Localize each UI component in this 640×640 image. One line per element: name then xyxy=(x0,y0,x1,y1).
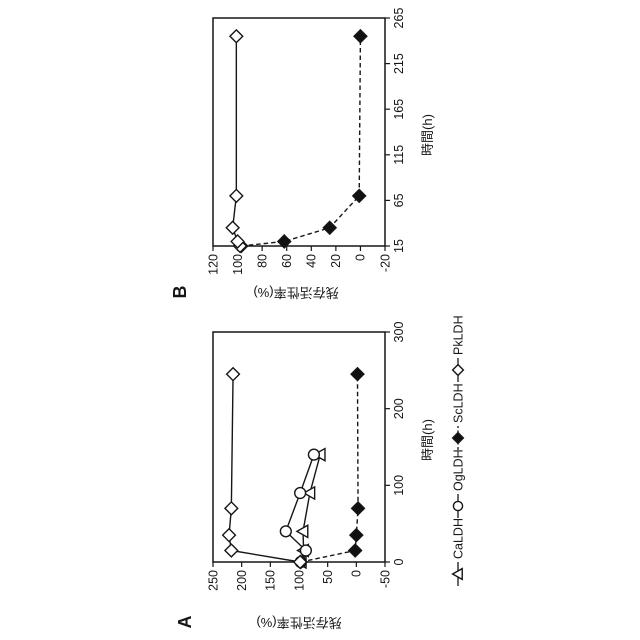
series-ScLDH-marker xyxy=(347,543,363,558)
x-tick-label: 100 xyxy=(392,475,406,496)
series-ScLDH-line xyxy=(241,36,362,247)
x-tick-label: 265 xyxy=(392,8,406,29)
panel-a-yaxis-title: 残存活性率(%) xyxy=(256,615,341,630)
y-tick-label: 60 xyxy=(280,254,294,268)
series-OgLDH-marker xyxy=(279,525,292,538)
y-tick-label: 150 xyxy=(264,570,278,591)
x-tick-label: 65 xyxy=(392,193,406,207)
series-PkLDH-marker xyxy=(221,527,237,543)
series-PkLDH-marker xyxy=(225,220,241,236)
panel-B-group: 15 65 115 165 215 265 120 100 80 60 40 20 0 -20 xyxy=(206,8,406,275)
panel-b-yaxis-title: 残存活性率(%) xyxy=(253,285,338,300)
series-ScLDH-marker xyxy=(351,188,367,204)
x-tick-label: 15 xyxy=(392,239,406,253)
legend-PkLDH-marker xyxy=(451,363,465,377)
y-tick-label: 40 xyxy=(305,254,319,268)
y-tick-label: 20 xyxy=(329,254,343,268)
x-tick-label: 215 xyxy=(392,53,406,74)
series-PkLDH-marker xyxy=(223,543,239,558)
y-tick-label: -20 xyxy=(378,254,392,272)
legend-CaLDH-label: CaLDH xyxy=(451,518,465,559)
y-tick-label: 200 xyxy=(235,570,249,591)
x-tick-label: 0 xyxy=(392,558,406,565)
series-ScLDH-marker xyxy=(322,220,338,236)
y-tick-label: -50 xyxy=(378,570,392,588)
panel-B-frame xyxy=(212,17,386,247)
y-tick-label: 50 xyxy=(321,570,335,584)
x-tick-label: 300 xyxy=(392,322,406,343)
y-tick-label: 100 xyxy=(231,254,245,275)
series-CaLDH-marker xyxy=(295,524,309,539)
series-ScLDH-marker xyxy=(276,234,292,249)
x-tick-label: 115 xyxy=(392,145,406,165)
series-PkLDH-marker xyxy=(230,234,245,249)
series-CaLDH-marker xyxy=(302,485,316,501)
legend-ScLDH-marker xyxy=(451,431,465,445)
y-tick-label: 0 xyxy=(354,254,368,261)
legend-CaLDH-marker xyxy=(451,567,463,581)
panel-a-letter: A xyxy=(175,616,195,629)
panel-b-letter: B xyxy=(170,286,190,299)
series-PkLDH-marker xyxy=(292,554,308,570)
series-OgLDH-marker xyxy=(307,448,321,461)
series-ScLDH-marker xyxy=(348,527,364,543)
x-tick-label: 200 xyxy=(392,398,406,419)
panel-b-xaxis-title: 時間(h) xyxy=(420,114,435,156)
panel-A-frame xyxy=(212,331,386,563)
y-tick-label: 120 xyxy=(206,254,220,275)
x-tick-label: 165 xyxy=(392,99,406,120)
series-OgLDH-marker xyxy=(299,544,313,557)
y-tick-label: 250 xyxy=(206,570,220,591)
series-PkLDH-marker xyxy=(228,188,244,204)
series-ScLDH-marker xyxy=(350,500,366,516)
y-tick-label: 100 xyxy=(292,570,306,591)
panel-a-xaxis-title: 時間(h) xyxy=(420,419,435,461)
series-PkLDH-marker xyxy=(223,500,239,516)
series-PkLDH-marker xyxy=(228,28,244,44)
series-ScLDH-marker xyxy=(350,366,365,382)
y-tick-label: 0 xyxy=(350,570,364,577)
series-PkLDH-marker xyxy=(225,366,241,382)
legend-ScLDH-label: ScLDH xyxy=(451,383,465,423)
y-tick-label: 80 xyxy=(255,254,269,268)
legend-OgLDH-label: OgLDH xyxy=(451,449,465,491)
legend: CaLDH OgLDH ScLDH PkLDH xyxy=(451,315,465,586)
series-OgLDH-marker xyxy=(294,486,307,500)
legend-PkLDH-label: PkLDH xyxy=(451,315,465,355)
series-PkLDH-line xyxy=(231,36,241,247)
series-ScLDH-marker xyxy=(353,28,368,44)
legend-OgLDH-marker xyxy=(452,500,464,512)
